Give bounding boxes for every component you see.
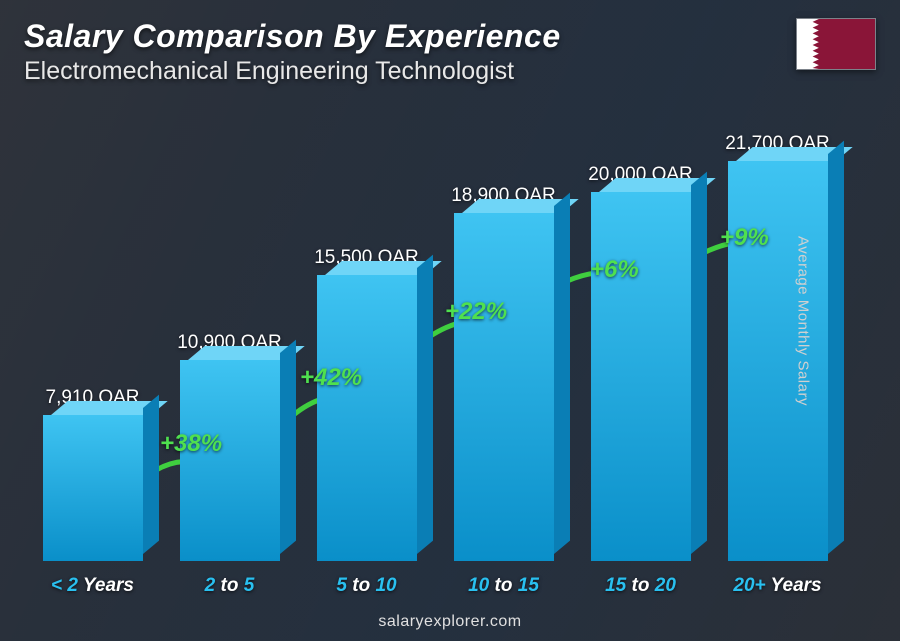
header: Salary Comparison By Experience Electrom… bbox=[24, 18, 876, 86]
category-label: < 2 Years bbox=[30, 575, 155, 597]
bar bbox=[180, 360, 280, 561]
bar bbox=[728, 161, 828, 561]
qatar-flag-icon bbox=[796, 18, 876, 70]
bar-group: 7,910 QAR bbox=[30, 120, 155, 561]
category-label: 15 to 20 bbox=[578, 575, 703, 597]
category-label: 20+ Years bbox=[715, 575, 840, 597]
footer-attribution: salaryexplorer.com bbox=[0, 613, 900, 631]
bar bbox=[43, 415, 143, 561]
bar-group: 21,700 QAR bbox=[715, 120, 840, 561]
category-label: 5 to 10 bbox=[304, 575, 429, 597]
category-label: 2 to 5 bbox=[167, 575, 292, 597]
flag-hoist bbox=[797, 19, 819, 69]
increase-percentage: +6% bbox=[590, 256, 639, 284]
category-label: 10 to 15 bbox=[441, 575, 566, 597]
y-axis-label: Average Monthly Salary bbox=[795, 236, 812, 406]
increase-percentage: +42% bbox=[300, 364, 362, 392]
bar-group: 20,000 QAR bbox=[578, 120, 703, 561]
increase-percentage: +38% bbox=[160, 430, 222, 458]
bar bbox=[454, 213, 554, 561]
title-block: Salary Comparison By Experience Electrom… bbox=[24, 18, 796, 86]
category-labels-row: < 2 Years 2 to 5 5 to 10 10 to 15 15 to 20 20… bbox=[30, 575, 840, 597]
increase-percentage: +22% bbox=[445, 298, 507, 326]
bar-group: 15,500 QAR bbox=[304, 120, 429, 561]
flag-fly bbox=[819, 19, 875, 69]
page-title: Salary Comparison By Experience bbox=[24, 18, 796, 55]
bar-group: 18,900 QAR bbox=[441, 120, 566, 561]
bar-group: 10,900 QAR bbox=[167, 120, 292, 561]
bar bbox=[591, 192, 691, 561]
increase-percentage: +9% bbox=[720, 224, 769, 252]
page-subtitle: Electromechanical Engineering Technologi… bbox=[24, 57, 796, 86]
bars-container: 7,910 QAR10,900 QAR15,500 QAR18,900 QAR2… bbox=[30, 120, 840, 561]
bar bbox=[317, 275, 417, 561]
bar-chart: 7,910 QAR10,900 QAR15,500 QAR18,900 QAR2… bbox=[30, 120, 840, 561]
